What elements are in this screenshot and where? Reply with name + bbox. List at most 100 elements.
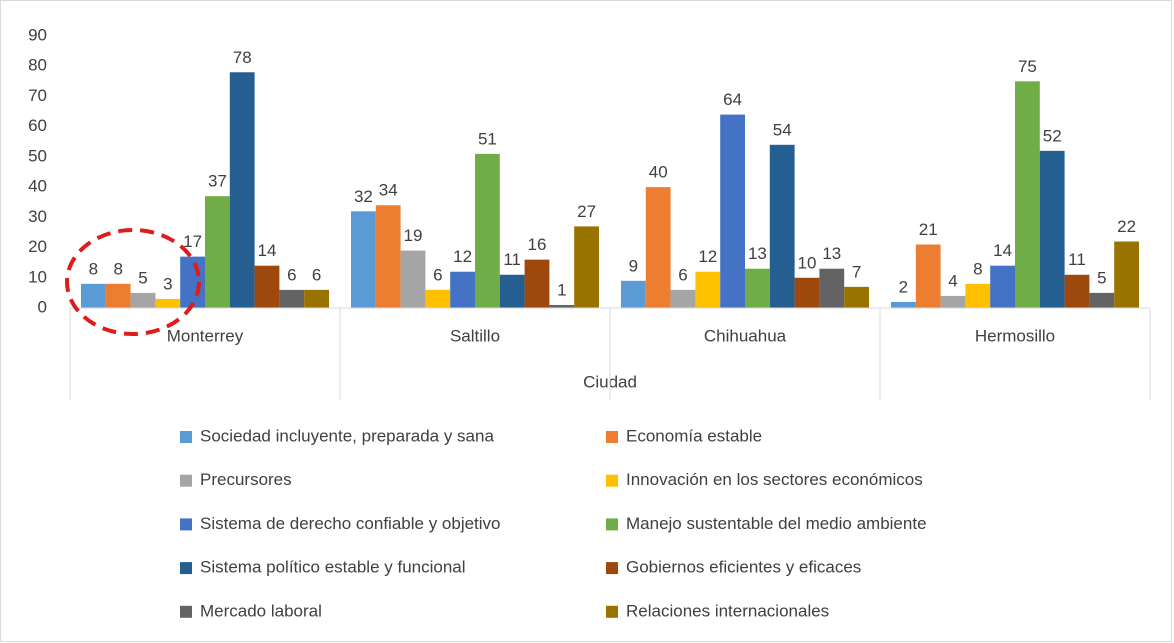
data-label: 10	[798, 253, 817, 272]
legend-label: Precursores	[200, 470, 292, 489]
x-tick-label: Saltillo	[450, 326, 500, 345]
data-label: 54	[773, 120, 792, 139]
legend-swatch	[180, 474, 192, 487]
bar	[574, 226, 599, 308]
bar	[720, 114, 745, 308]
bar	[304, 289, 329, 308]
bar	[180, 256, 205, 308]
data-label: 37	[208, 172, 227, 191]
bar	[254, 265, 280, 308]
legend-swatch	[606, 562, 618, 575]
y-tick-label: 60	[28, 116, 47, 135]
data-label: 6	[678, 265, 687, 284]
bar	[499, 274, 525, 308]
data-label: 13	[822, 244, 841, 263]
data-label: 6	[287, 265, 296, 284]
legend-swatch	[606, 431, 618, 443]
bar	[1039, 150, 1065, 308]
data-label: 64	[723, 90, 742, 109]
bar	[1015, 81, 1040, 308]
bar	[965, 283, 991, 308]
data-label: 14	[993, 241, 1012, 260]
y-tick-label: 80	[28, 56, 47, 75]
bar	[155, 298, 181, 308]
bar	[891, 301, 916, 308]
legend-label: Economía estable	[626, 426, 762, 445]
data-label: 40	[649, 163, 668, 182]
data-label: 2	[899, 277, 908, 296]
bar	[279, 289, 305, 308]
data-label: 11	[503, 250, 521, 269]
legend-label: Manejo sustentable del medio ambiente	[626, 514, 927, 533]
bar	[769, 144, 795, 308]
data-label: 3	[163, 274, 172, 293]
data-label: 7	[852, 262, 861, 281]
legend-swatch	[180, 605, 192, 618]
y-tick-label: 90	[28, 25, 47, 44]
data-label: 16	[528, 235, 547, 254]
bar	[645, 187, 671, 308]
y-tick-label: 50	[28, 146, 47, 165]
bar	[524, 259, 550, 308]
data-label: 51	[478, 129, 497, 148]
bar	[130, 292, 156, 308]
legend-label: Gobiernos eficientes y eficaces	[626, 558, 861, 577]
data-label: 34	[379, 181, 398, 200]
y-tick-label: 30	[28, 207, 47, 226]
legend-label: Sistema de derecho confiable y objetivo	[200, 514, 501, 533]
bar	[81, 283, 106, 308]
bar	[819, 268, 845, 308]
y-tick-label: 10	[28, 267, 47, 286]
data-label: 8	[973, 259, 982, 278]
data-label: 8	[113, 259, 122, 278]
bar	[1089, 292, 1115, 308]
legend-swatch	[180, 431, 192, 443]
legend-label: Relaciones internacionales	[626, 601, 829, 620]
legend-label: Sistema político estable y funcional	[200, 558, 466, 577]
bar	[475, 153, 500, 308]
bar	[695, 271, 721, 308]
bar	[105, 283, 131, 308]
data-label: 6	[312, 265, 321, 284]
legend-swatch	[180, 518, 192, 531]
bar	[400, 250, 426, 308]
bar	[375, 205, 401, 308]
data-label: 8	[89, 259, 98, 278]
y-tick-label: 40	[28, 177, 47, 196]
data-label: 13	[748, 244, 767, 263]
data-label: 9	[629, 256, 638, 275]
legend-label: Innovación en los sectores económicos	[626, 470, 923, 489]
bar	[794, 277, 820, 308]
legend-swatch	[606, 518, 618, 531]
bar	[940, 295, 966, 308]
data-label: 19	[404, 226, 423, 245]
data-label: 22	[1117, 217, 1136, 236]
data-label: 5	[138, 268, 147, 287]
legend-swatch	[180, 562, 192, 575]
data-label: 27	[577, 202, 596, 221]
bar	[549, 304, 575, 308]
highlight-ellipse	[65, 228, 201, 336]
x-tick-label: Monterrey	[167, 326, 244, 345]
data-label: 4	[948, 271, 957, 290]
data-label: 12	[453, 247, 472, 266]
bar	[1114, 241, 1139, 308]
bar	[450, 271, 475, 308]
bar	[990, 265, 1015, 308]
legend-label: Sociedad incluyente, preparada y sana	[200, 426, 494, 445]
legend-label: Mercado laboral	[200, 601, 322, 620]
bar	[915, 244, 941, 308]
y-tick-label: 20	[28, 237, 47, 256]
data-label: 12	[698, 247, 717, 266]
data-label: 5	[1097, 268, 1106, 287]
bar	[670, 289, 696, 308]
x-tick-label: Hermosillo	[975, 326, 1055, 345]
x-tick-label: Chihuahua	[704, 326, 787, 345]
legend-swatch	[606, 474, 618, 487]
bar	[621, 280, 646, 308]
bar	[844, 286, 869, 308]
data-label: 14	[258, 241, 277, 260]
bar	[205, 196, 230, 308]
